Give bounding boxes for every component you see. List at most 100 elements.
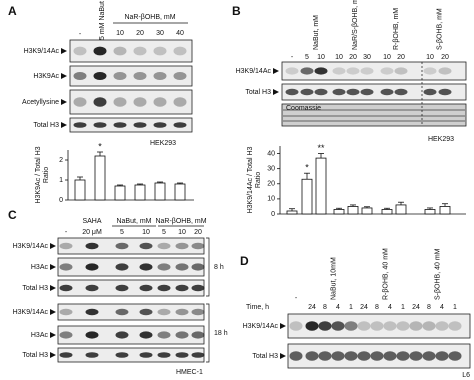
band [85,331,99,339]
y-tick-label: 2 [59,157,63,164]
band [191,308,205,316]
band [133,97,147,107]
time-label: 18 h [214,330,228,337]
band [93,72,107,80]
lane-label: - [65,229,68,236]
band [157,242,171,250]
blot [57,303,205,321]
bar [381,209,393,215]
bar [347,206,359,215]
group-label: S-βOHB, 40 mM [434,248,441,300]
band [157,284,171,292]
bar [154,182,166,201]
band [115,331,129,339]
annotation: ** [317,143,325,153]
blot-label: Acetyllysine [22,99,59,106]
cell-line: L6 [462,372,470,379]
band [409,321,423,331]
bar [439,206,451,215]
band [139,352,153,358]
band [153,46,167,56]
bar [424,209,436,215]
bar [114,185,126,201]
band [318,351,332,361]
band [370,351,384,361]
band [85,284,99,292]
band [191,242,205,250]
lane-label: 4 [388,304,392,311]
group-label: S-βOHB, mM [436,8,443,50]
bar [74,179,86,201]
band [175,284,189,292]
lane-label: 8 [427,304,431,311]
band [438,67,452,75]
arrow [61,122,67,128]
band [139,284,153,292]
lane-label: 10 [178,229,186,236]
band [191,331,205,339]
band [346,88,360,96]
band [300,67,314,75]
bar [174,183,186,201]
band [383,351,397,361]
group-label: NaBut, mM [116,218,151,225]
band [115,284,129,292]
blot-label: H3K9/14Ac [24,48,60,55]
band [175,352,189,358]
band [115,242,129,250]
lane-label: 5 [120,229,124,236]
band [85,263,99,271]
band [115,263,129,271]
group-label: NaR/S-βOHB, mM [352,0,359,50]
blot-label: Total H3 [245,89,271,96]
band [175,308,189,316]
blot-label: H3K9Ac [33,73,59,80]
band [85,308,99,316]
arrow [50,352,56,358]
band [285,88,299,96]
lane-label: 10 [142,229,150,236]
time-axis-label: Time, h [246,304,269,311]
group-label: SAHA [82,218,101,225]
band [331,321,345,331]
band [360,67,374,75]
bar [134,184,146,201]
arrow [50,309,56,315]
cell-line: HEK293 [428,136,454,143]
band [360,88,374,96]
band [285,67,299,75]
lane-label: 24 [412,304,420,311]
y-tick-label: 40 [267,150,275,157]
arrow [273,89,279,95]
band [289,351,303,361]
cell-line: HEK293 [150,140,176,147]
band [115,352,129,358]
lane-label: 8 [323,304,327,311]
blot-label: Total H3 [22,285,48,292]
blot [69,65,193,87]
arrow [50,332,56,338]
lane-label: 20 [194,229,202,236]
blot [69,89,193,115]
band [73,46,87,56]
group-label: R-βOHB, 40 mM [382,248,389,300]
blot-label: H3K9/14Ac [243,323,279,330]
band [448,351,462,361]
arrow [61,99,67,105]
band [305,351,319,361]
band [191,352,205,358]
lane-label: 20 [349,54,357,61]
blot [69,117,193,133]
band [157,331,171,339]
lane-label: 24 [360,304,368,311]
lane-label: 10 [335,54,343,61]
lane-label: 10 [317,54,325,61]
band [133,72,147,80]
band [332,88,346,96]
blot [281,83,467,101]
band [380,67,394,75]
arrow [61,48,67,54]
panel-label: D [240,254,249,268]
lane-label: 20 [441,54,449,61]
band [139,242,153,250]
